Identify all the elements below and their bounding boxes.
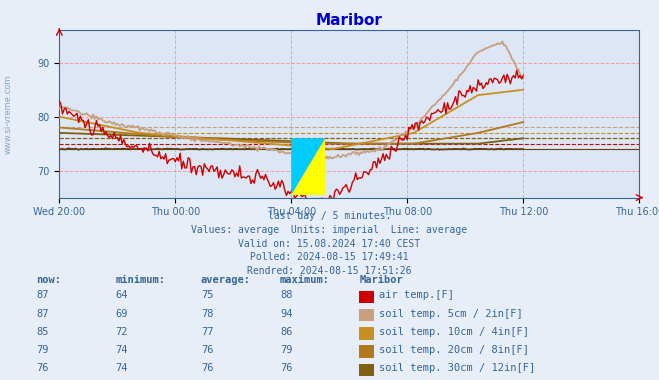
- Text: 85: 85: [36, 327, 49, 337]
- Text: 74: 74: [115, 363, 128, 373]
- Text: Polled: 2024-08-15 17:49:41: Polled: 2024-08-15 17:49:41: [250, 252, 409, 262]
- Text: 88: 88: [280, 290, 293, 300]
- Text: last day / 5 minutes.: last day / 5 minutes.: [268, 211, 391, 221]
- Text: now:: now:: [36, 275, 61, 285]
- Text: soil temp. 20cm / 8in[F]: soil temp. 20cm / 8in[F]: [379, 345, 529, 355]
- Text: 75: 75: [201, 290, 214, 300]
- Text: air temp.[F]: air temp.[F]: [379, 290, 454, 300]
- Text: 79: 79: [36, 345, 49, 355]
- Text: average:: average:: [201, 275, 251, 285]
- Text: 76: 76: [201, 345, 214, 355]
- Text: 94: 94: [280, 309, 293, 318]
- Text: 74: 74: [115, 345, 128, 355]
- Text: 87: 87: [36, 290, 49, 300]
- Text: 76: 76: [36, 363, 49, 373]
- Text: Maribor: Maribor: [359, 275, 403, 285]
- Text: 69: 69: [115, 309, 128, 318]
- Text: www.si-vreme.com: www.si-vreme.com: [4, 74, 13, 154]
- Text: soil temp. 30cm / 12in[F]: soil temp. 30cm / 12in[F]: [379, 363, 535, 373]
- Text: 87: 87: [36, 309, 49, 318]
- Text: 79: 79: [280, 345, 293, 355]
- Text: 64: 64: [115, 290, 128, 300]
- Text: 76: 76: [280, 363, 293, 373]
- Title: Maribor: Maribor: [316, 13, 383, 28]
- Text: 72: 72: [115, 327, 128, 337]
- Text: 77: 77: [201, 327, 214, 337]
- Text: soil temp. 10cm / 4in[F]: soil temp. 10cm / 4in[F]: [379, 327, 529, 337]
- Text: 78: 78: [201, 309, 214, 318]
- Text: Rendred: 2024-08-15 17:51:26: Rendred: 2024-08-15 17:51:26: [247, 266, 412, 276]
- Text: soil temp. 5cm / 2in[F]: soil temp. 5cm / 2in[F]: [379, 309, 523, 318]
- Text: 76: 76: [201, 363, 214, 373]
- Text: Values: average  Units: imperial  Line: average: Values: average Units: imperial Line: av…: [191, 225, 468, 235]
- Text: 86: 86: [280, 327, 293, 337]
- Text: minimum:: minimum:: [115, 275, 165, 285]
- Polygon shape: [291, 138, 325, 195]
- Text: maximum:: maximum:: [280, 275, 330, 285]
- Text: Valid on: 15.08.2024 17:40 CEST: Valid on: 15.08.2024 17:40 CEST: [239, 239, 420, 249]
- Polygon shape: [291, 138, 325, 195]
